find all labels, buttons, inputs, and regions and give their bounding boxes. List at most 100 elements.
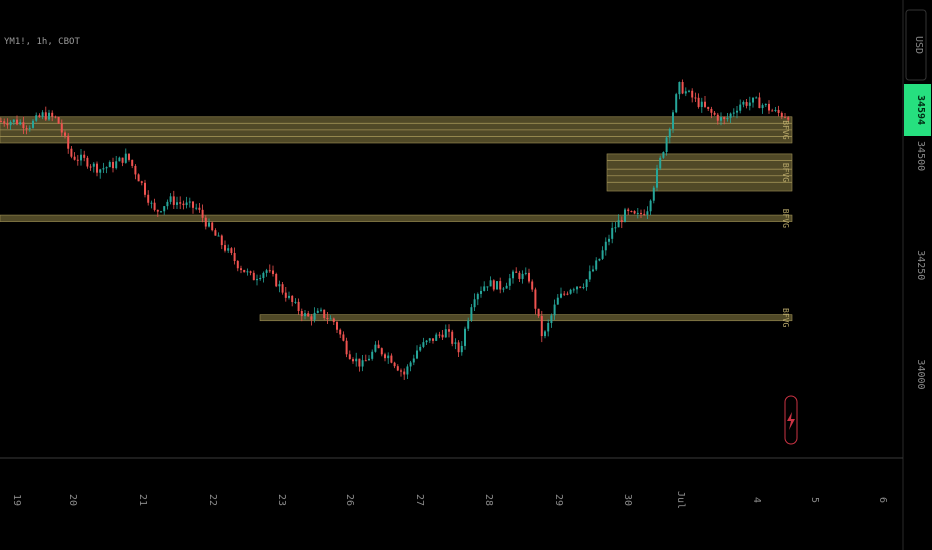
candle-body <box>70 148 73 157</box>
candle-body <box>19 122 22 125</box>
candle-body <box>291 295 294 302</box>
candle-body <box>265 270 268 273</box>
candle-body <box>86 157 89 167</box>
candle-body <box>502 288 505 290</box>
y-tick-layer: 34500 34250 34000 <box>915 141 926 390</box>
x-tick-label: 20 <box>67 494 78 506</box>
candle-body <box>352 359 354 362</box>
candle-body <box>752 97 754 103</box>
candle-body <box>745 101 748 106</box>
candle-body <box>284 292 287 298</box>
candle-body <box>556 297 559 305</box>
candle-body <box>633 211 636 214</box>
candle-body <box>694 97 697 99</box>
candle-body <box>316 310 319 313</box>
x-tick-layer: 19 20 21 22 23 26 27 28 29 30 Jul 4 5 6 <box>11 491 888 509</box>
candle-body <box>700 101 703 107</box>
candle-body <box>217 235 220 237</box>
candle-body <box>172 196 175 205</box>
candle-body <box>419 346 422 351</box>
last-price-marker <box>904 84 931 136</box>
candle-body <box>601 250 604 259</box>
candle-body <box>150 202 153 204</box>
x-tick-label: 4 <box>751 497 762 503</box>
candle-body <box>211 222 214 231</box>
candle-body <box>140 181 143 183</box>
currency-box[interactable] <box>905 9 927 81</box>
candle-body <box>153 202 156 210</box>
candle-body <box>579 286 582 288</box>
candle-body <box>614 227 617 229</box>
candle-body <box>233 252 236 262</box>
candle-body <box>665 137 668 153</box>
candle-body <box>467 320 470 329</box>
candle-body <box>176 202 178 205</box>
candle-body <box>112 162 114 169</box>
candle-body <box>787 117 790 120</box>
candle-body <box>400 370 402 372</box>
candle-body <box>726 117 729 120</box>
candle-body <box>3 121 6 124</box>
candle-layer <box>0 79 790 380</box>
y-tick-label: 34000 <box>915 359 926 389</box>
candle-body <box>547 322 550 332</box>
candle-body <box>44 112 47 120</box>
candle-body <box>483 286 486 291</box>
candle-body <box>636 212 639 214</box>
candle-body <box>784 116 786 118</box>
lightning-icon[interactable] <box>784 395 798 445</box>
candle-body <box>60 123 63 133</box>
x-tick-label: 27 <box>414 494 425 506</box>
candle-body <box>393 362 396 367</box>
candle-body <box>320 309 322 311</box>
candle-body <box>643 213 646 215</box>
candle-body <box>652 187 655 201</box>
candle-body <box>204 217 207 227</box>
fvg-label: BFVG <box>781 120 790 139</box>
candle-body <box>96 163 98 173</box>
candle-body <box>230 248 233 253</box>
candle-body <box>598 258 601 261</box>
candle-body <box>377 344 380 349</box>
candle-body <box>716 114 719 121</box>
candle-body <box>131 159 134 166</box>
candle-body <box>326 317 329 320</box>
x-tick-label: 29 <box>553 494 564 506</box>
candle-body <box>137 174 140 182</box>
candle-body <box>553 304 556 316</box>
candle-body <box>108 162 111 168</box>
candle-body <box>739 104 742 111</box>
candle-body <box>704 101 706 107</box>
candle-body <box>361 360 364 367</box>
candle-body <box>32 120 34 128</box>
candle-body <box>646 211 649 215</box>
currency-label: USD <box>913 36 924 54</box>
candle-body <box>659 157 662 169</box>
candle-body <box>604 241 607 251</box>
candle-body <box>742 101 745 105</box>
candle-body <box>524 272 527 274</box>
candle-body <box>25 128 28 130</box>
candle-body <box>438 334 441 336</box>
fvg-label: BFVG <box>781 163 790 182</box>
candle-body <box>480 290 482 294</box>
candle-body <box>288 295 290 298</box>
candle-body <box>188 201 191 203</box>
candle-body <box>518 272 521 279</box>
candle-body <box>592 269 594 272</box>
candle-body <box>380 348 383 355</box>
fvg-zone <box>259 314 793 322</box>
candle-body <box>348 354 351 360</box>
candle-body <box>627 209 630 212</box>
candle-body <box>243 269 246 273</box>
x-tick-label: 28 <box>483 494 494 506</box>
fvg-label: BFVG <box>781 209 790 228</box>
candle-body <box>67 135 70 149</box>
candle-body <box>473 299 476 308</box>
candle-body <box>464 328 466 346</box>
candle-body <box>489 280 492 287</box>
symbol-label: YM1!, 1h, CBOT <box>4 37 80 47</box>
